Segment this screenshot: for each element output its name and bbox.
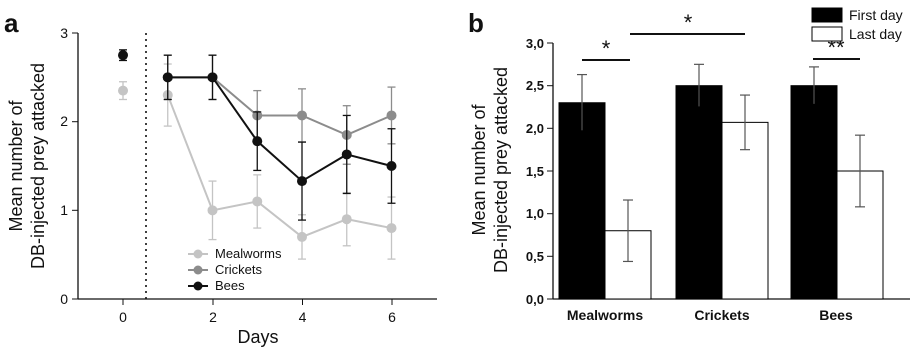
panel-b-ytick-label-2: 1,0 — [526, 206, 544, 221]
sig-label-mealworms-crickets: * — [684, 10, 693, 35]
legend-swatch-last-day — [811, 26, 843, 42]
point-mealworms-day-6 — [386, 223, 397, 234]
bar-bees-first-day — [790, 85, 838, 300]
panel-a: a Mean number of DB-injected prey attack… — [4, 8, 437, 347]
panel-b-category-crickets: Crickets — [694, 307, 749, 323]
panel-b-ytick-label-3: 1,5 — [526, 164, 544, 179]
panel-b-letter: b — [468, 8, 484, 38]
panel-a-ylabel-line2: DB-injected prey attacked — [28, 63, 48, 269]
panel-a-ytick-label-2: 2 — [60, 113, 68, 129]
point-bees-day-2 — [207, 72, 218, 83]
panel-b-yticks: 0,0 0,5 1,0 1,5 2,0 2,5 3,0 — [526, 36, 553, 307]
panel-a-xtick-label-4: 4 — [299, 309, 307, 325]
legend-marker-mealworms — [193, 249, 203, 259]
panel-a-xtick-label-0: 0 — [119, 309, 127, 325]
legend-label-first-day: First day — [849, 7, 903, 23]
panel-b-ytick-label-4: 2,0 — [526, 121, 544, 136]
point-bees-day-3 — [252, 136, 263, 147]
panel-b-category-bees: Bees — [819, 307, 853, 323]
panel-a-ytick-label-0: 0 — [60, 291, 68, 307]
panel-b-ytick-label-5: 2,5 — [526, 78, 544, 93]
panel-a-letter: a — [4, 8, 19, 38]
point-mealworms-day-5 — [341, 214, 352, 225]
legend-swatch-first-day — [811, 7, 843, 23]
point-crickets-day-6 — [386, 110, 397, 121]
legend-label-bees: Bees — [215, 278, 245, 293]
point-bees-day-5 — [341, 149, 352, 160]
panel-b-ytick-label-1: 0,5 — [526, 249, 544, 264]
panel-b-ytick-label-6: 3,0 — [526, 36, 544, 51]
panel-a-xtick-label-6: 6 — [388, 309, 396, 325]
legend-label-crickets: Crickets — [215, 262, 262, 277]
series-line-crickets — [167, 76, 392, 137]
legend-label-last-day: Last day — [849, 26, 902, 42]
legend-label-mealworms: Mealworms — [215, 246, 282, 261]
panel-a-series-group — [118, 49, 397, 260]
point-bees-day-0 — [118, 50, 128, 61]
panel-b-category-mealworms: Mealworms — [567, 307, 643, 323]
point-mealworms-day-3 — [252, 196, 263, 207]
point-crickets-day-4 — [297, 110, 307, 121]
panel-a-xlabel: Days — [237, 327, 278, 347]
panel-b-ytick-label-0: 0,0 — [526, 292, 544, 307]
panel-b-ylabel-line1: Mean number of — [469, 103, 489, 235]
panel-a-legend: Mealworms Crickets Bees — [188, 246, 282, 293]
point-mealworms-day-4 — [297, 231, 307, 242]
point-mealworms-day-2 — [207, 205, 218, 216]
point-mealworms-day-0 — [118, 85, 128, 96]
series-line-mealworms — [166, 94, 392, 239]
bar-mealworms-first-day — [558, 102, 606, 300]
sig-label-mealworms: * — [602, 36, 611, 61]
legend-marker-bees — [193, 281, 203, 291]
panel-b-bars-group — [558, 63, 884, 300]
legend-marker-crickets — [193, 265, 203, 275]
panel-a-ytick-label-3: 3 — [60, 25, 68, 41]
panel-b-ylabel-line2: DB-injected prey attacked — [491, 67, 511, 273]
panel-a-xtick-label-2: 2 — [209, 309, 217, 325]
point-bees-day-4 — [297, 176, 307, 187]
bar-crickets-first-day — [675, 85, 723, 300]
point-bees-day-6 — [386, 160, 397, 171]
bar-crickets-last-day — [721, 121, 769, 300]
panel-a-ytick-label-1: 1 — [60, 202, 68, 218]
panel-a-ylabel-line1: Mean number of — [6, 99, 26, 231]
point-bees-day-1 — [162, 72, 173, 83]
series-line-bees — [167, 76, 392, 183]
panel-b: b Mean number of DB-injected prey attack… — [468, 7, 910, 323]
panel-b-legend: First day Last day — [811, 7, 903, 42]
